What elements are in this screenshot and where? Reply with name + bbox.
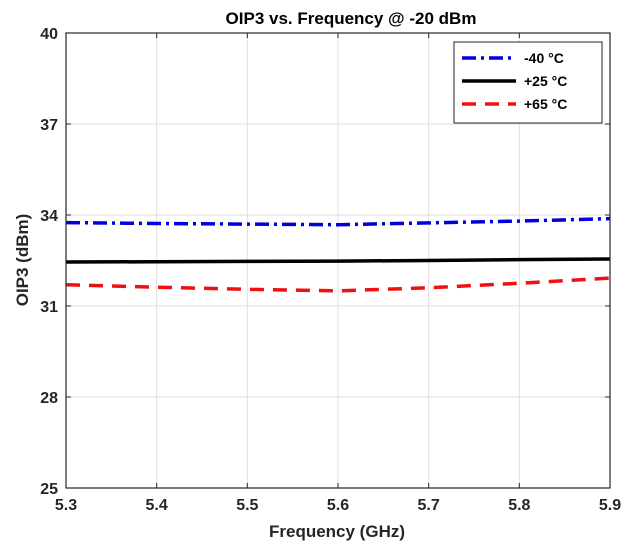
chart-title: OIP3 vs. Frequency @ -20 dBm: [226, 9, 477, 28]
x-tick-label: 5.5: [236, 497, 258, 514]
y-tick-label: 31: [40, 299, 58, 316]
series-line-2: [65, 257, 611, 264]
legend-label-1: -40 °C: [524, 50, 564, 66]
x-tick-label: 5.7: [418, 497, 440, 514]
y-tick-label: 37: [40, 117, 58, 134]
x-tick-label: 5.8: [508, 497, 530, 514]
legend-label-2: +25 °C: [524, 73, 567, 89]
x-tick-label: 5.4: [146, 497, 168, 514]
y-tick-label: 25: [40, 481, 58, 498]
ticks: 5.3 5.4 5.5 5.6 5.7 5.8 5.9 25 28 31 34 37 40: [40, 26, 621, 514]
legend: -40 °C +25 °C +65 °C: [453, 41, 603, 124]
legend-box: [453, 41, 603, 124]
x-tick-label: 5.6: [327, 497, 349, 514]
x-axis-title: Frequency (GHz): [269, 522, 405, 541]
legend-label-3: +65 °C: [524, 96, 567, 112]
y-tick-label: 28: [40, 390, 58, 407]
series-line-1: [65, 216, 611, 227]
y-tick-label: 40: [40, 26, 58, 43]
x-tick-label: 5.3: [55, 497, 77, 514]
y-axis-title: OIP3 (dBm): [13, 214, 32, 307]
y-tick-label: 34: [40, 208, 58, 225]
series-layer: [65, 216, 611, 293]
x-tick-label: 5.9: [599, 497, 621, 514]
